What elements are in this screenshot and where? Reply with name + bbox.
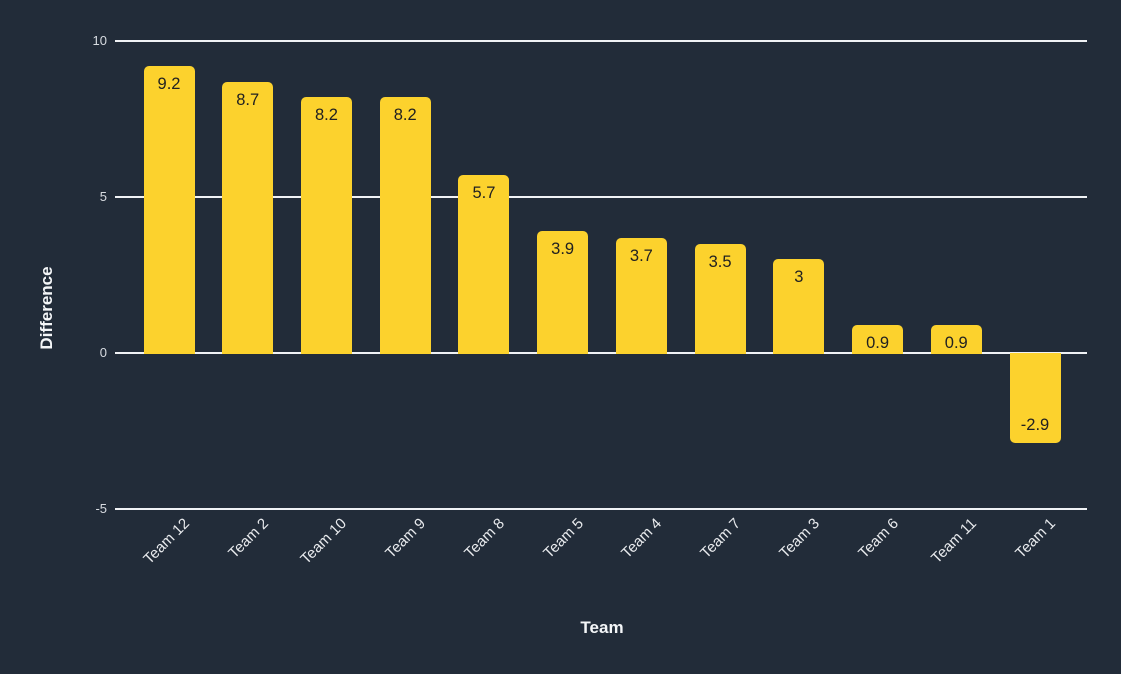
bar-value-label-team-12: 9.2: [157, 74, 181, 93]
bar-value-label-team-3: 3: [794, 268, 804, 287]
bar-team-9[interactable]: [379, 97, 431, 354]
bar-value-label-team-11: 0.9: [944, 333, 968, 352]
bar-value-label-team-9: 8.2: [393, 106, 417, 125]
y-tick-label-0: 0: [99, 345, 107, 360]
bar-team-12[interactable]: [143, 65, 195, 354]
gridline-5: [115, 196, 1087, 198]
bar-team-5[interactable]: [537, 231, 589, 354]
y-tick-label-10: 10: [92, 33, 107, 48]
gridline-10: [115, 40, 1087, 42]
y-tick-label-5: 5: [99, 189, 107, 204]
bar-team-10[interactable]: [300, 97, 352, 354]
bar-value-label-team-10: 8.2: [314, 106, 338, 125]
bar-team-3[interactable]: [773, 259, 825, 354]
bar-team-2[interactable]: [222, 81, 274, 354]
bar-team-11[interactable]: [930, 324, 982, 354]
bar-team-4[interactable]: [615, 237, 667, 354]
bar-value-label-team-1: -2.9: [1020, 416, 1050, 435]
bar-value-label-team-2: 8.7: [236, 90, 260, 109]
bar-value-label-team-4: 3.7: [629, 246, 653, 265]
bar-value-label-team-7: 3.5: [708, 252, 732, 271]
gridline-0: [115, 352, 1087, 354]
bar-team-7[interactable]: [694, 243, 746, 354]
bar-value-label-team-8: 5.7: [472, 184, 496, 203]
bar-team-8[interactable]: [458, 175, 510, 354]
x-axis-title: Team: [580, 618, 624, 637]
bar-value-label-team-6: 0.9: [866, 333, 889, 352]
bar-team-1[interactable]: [1009, 353, 1061, 444]
bar-team-6[interactable]: [852, 324, 904, 354]
gridline--5: [115, 508, 1087, 510]
bar-value-label-team-5: 3.9: [551, 240, 575, 259]
y-tick-label--5: -5: [95, 501, 107, 516]
